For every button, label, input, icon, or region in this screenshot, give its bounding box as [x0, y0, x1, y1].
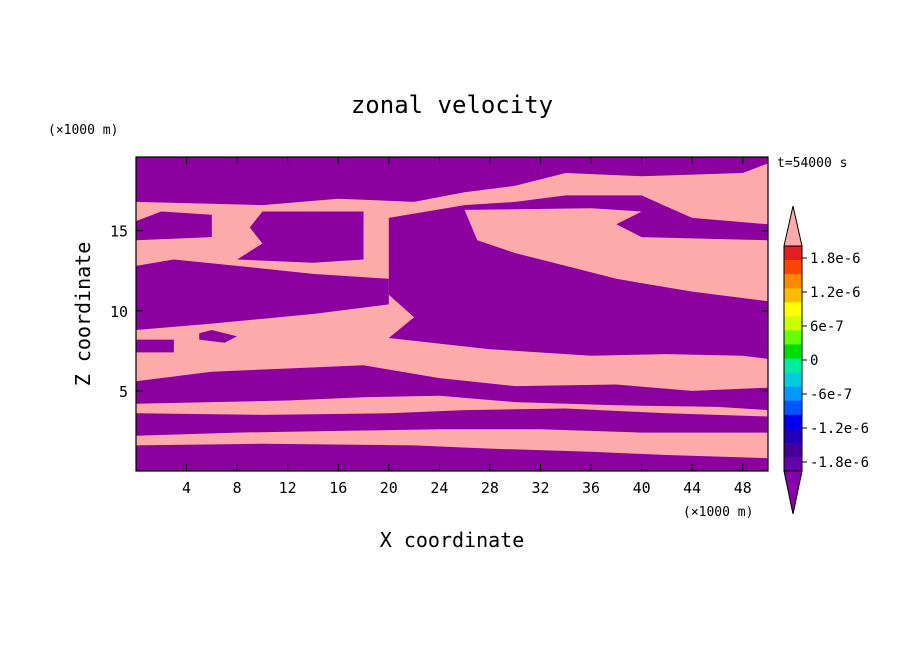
negative-velocity-region — [136, 157, 768, 206]
x-tick-label: 44 — [683, 479, 701, 497]
x-tick-label: 16 — [329, 479, 347, 497]
negative-velocity-region — [136, 443, 768, 471]
x-tick-label: 20 — [380, 479, 398, 497]
colorbar-swatch — [784, 274, 802, 289]
colorbar-swatch — [784, 386, 802, 401]
colorbar-over-triangle — [783, 205, 803, 247]
colorbar-label: -6e-7 — [810, 387, 852, 403]
x-tick-label: 12 — [279, 479, 297, 497]
chart-title: zonal velocity — [351, 91, 553, 119]
negative-velocity-region — [136, 365, 768, 411]
y-axis-title: Z coordinate — [71, 242, 95, 387]
x-axis-title: X coordinate — [380, 528, 525, 552]
colorbar-label: 1.2e-6 — [810, 285, 861, 301]
y-unit-label: (×1000 m) — [48, 123, 118, 138]
y-tick-label: 5 — [119, 383, 128, 401]
plot-area — [136, 157, 768, 471]
colorbar-swatch — [784, 358, 802, 373]
x-tick-label: 24 — [430, 479, 448, 497]
colorbar-swatch — [784, 246, 802, 261]
time-label: t=54000 s — [777, 156, 847, 171]
y-tick-label: 15 — [110, 223, 128, 241]
negative-velocity-region — [136, 259, 389, 330]
colorbar-swatch — [784, 372, 802, 387]
x-tick-label: 8 — [233, 479, 242, 497]
negative-velocity-region — [136, 408, 768, 436]
x-axis: 4 8 12 16 20 24 28 32 36 40 44 48 — [182, 157, 752, 497]
colorbar-swatch — [784, 428, 802, 444]
negative-velocity-region — [136, 211, 212, 241]
colorbar-swatch — [784, 260, 802, 275]
colorbar-under-triangle — [783, 470, 803, 515]
colorbar-label: -1.2e-6 — [810, 421, 869, 437]
negative-velocity-region — [136, 339, 174, 353]
colorbar-swatch — [784, 302, 802, 317]
negative-velocity-region — [388, 195, 768, 359]
x-unit-label: (×1000 m) — [683, 505, 753, 520]
negative-velocity-region — [199, 330, 238, 343]
colorbar-label: 1.8e-6 — [810, 251, 861, 267]
x-tick-label: 36 — [582, 479, 600, 497]
colorbar-label: 0 — [810, 353, 818, 369]
colorbar: 1.8e-6 1.2e-6 6e-7 0 -6e-7 -1.2e-6 -1.8e-6 — [783, 205, 869, 515]
negative-velocity-region — [237, 211, 364, 263]
colorbar-frame — [783, 245, 803, 472]
colorbar-swatch — [784, 330, 802, 345]
colorbar-swatch — [784, 442, 802, 458]
x-tick-label: 4 — [182, 479, 191, 497]
x-tick-label: 28 — [481, 479, 499, 497]
colorbar-swatch — [784, 414, 802, 430]
x-tick-label: 40 — [633, 479, 651, 497]
colorbar-label: 6e-7 — [810, 319, 844, 335]
y-tick-label: 10 — [110, 303, 128, 321]
x-tick-label: 48 — [734, 479, 752, 497]
colorbar-swatch — [784, 344, 802, 359]
colorbar-swatch — [784, 400, 802, 416]
y-axis: 5 10 15 — [110, 223, 768, 401]
colorbar-swatch — [784, 316, 802, 331]
x-tick-label: 32 — [531, 479, 549, 497]
plot-frame — [135, 156, 769, 472]
colorbar-label: -1.8e-6 — [810, 455, 869, 471]
colorbar-swatch — [784, 288, 802, 303]
colorbar-swatch — [784, 456, 802, 472]
